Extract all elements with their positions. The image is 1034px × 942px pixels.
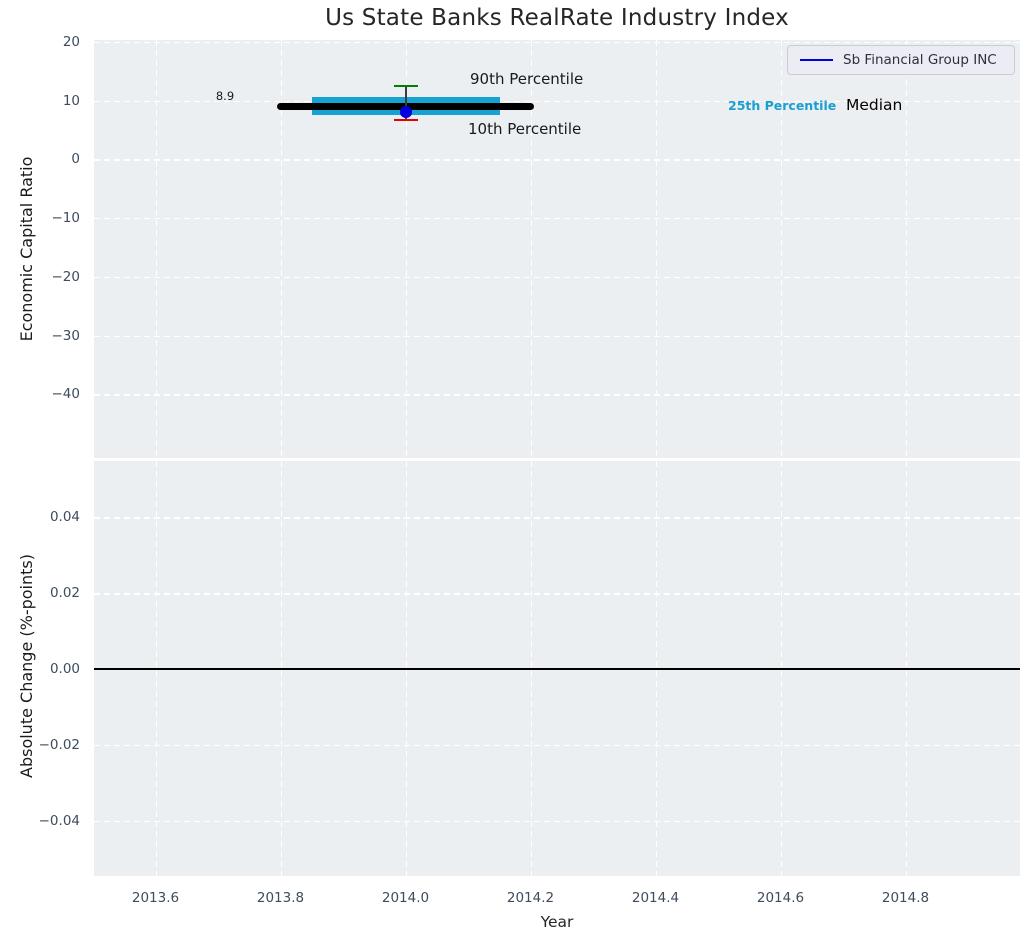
ytick-label: 10 xyxy=(62,93,80,109)
x-axis-label: Year xyxy=(540,913,574,931)
median-annotation: Median xyxy=(846,96,903,114)
gridline xyxy=(405,40,407,458)
ytick-label: 0 xyxy=(71,151,80,167)
legend-label: Sb Financial Group INC xyxy=(843,52,997,68)
gridline xyxy=(94,218,1020,220)
bottom-plot-area xyxy=(94,461,1020,876)
gridline xyxy=(94,394,1020,396)
top-y-axis-label: Economic Capital Ratio xyxy=(17,156,36,342)
xtick-label: 2014.2 xyxy=(506,890,555,906)
ytick-label: 0.00 xyxy=(49,661,80,677)
p90-annotation: 90th Percentile xyxy=(470,70,584,88)
value-annotation: 8.9 xyxy=(215,89,235,103)
chart-title: Us State Banks RealRate Industry Index xyxy=(325,5,789,31)
p25-annotation: 25th Percentile xyxy=(728,98,837,113)
ytick-label: 20 xyxy=(62,34,80,50)
ytick-label: −30 xyxy=(51,328,81,344)
top-plot-area: 8.9 90th Percentile 10th Percentile 25th… xyxy=(94,40,1020,458)
legend: Sb Financial Group INC xyxy=(787,45,1015,75)
ytick-label: −0.02 xyxy=(38,737,80,753)
xtick-label: 2014.4 xyxy=(631,890,680,906)
gridline xyxy=(905,40,907,458)
gridline xyxy=(94,100,1020,103)
gridline xyxy=(94,593,1020,595)
p90-cap xyxy=(394,84,418,88)
company-data-point xyxy=(400,106,412,118)
gridline xyxy=(94,159,1020,161)
xtick-label: 2014.8 xyxy=(881,890,930,906)
bottom-y-axis-label: Absolute Change (%-points) xyxy=(17,554,36,778)
gridline xyxy=(655,40,657,458)
xtick-label: 2013.8 xyxy=(256,890,305,906)
p10-annotation: 10th Percentile xyxy=(468,120,582,138)
ytick-label: −20 xyxy=(51,269,81,285)
gridline xyxy=(280,40,282,458)
gridline xyxy=(94,820,1020,823)
percentile-whisker-line xyxy=(405,86,407,120)
gridline xyxy=(530,40,532,458)
legend-line-swatch xyxy=(800,58,833,62)
gridline xyxy=(94,276,1020,279)
ytick-label: −40 xyxy=(51,386,81,402)
gridline xyxy=(155,40,157,458)
ytick-label: −0.04 xyxy=(38,813,80,829)
gridline xyxy=(94,335,1020,337)
xtick-label: 2013.6 xyxy=(131,890,180,906)
gridline xyxy=(94,745,1020,747)
p10-cap xyxy=(394,118,418,122)
ytick-label: 0.02 xyxy=(49,585,80,601)
zero-change-line xyxy=(94,668,1020,671)
ytick-label: −10 xyxy=(51,210,81,226)
xtick-label: 2014.6 xyxy=(756,890,805,906)
ytick-label: 0.04 xyxy=(49,509,80,525)
gridline xyxy=(780,40,782,458)
gridline xyxy=(94,42,1020,44)
gridline xyxy=(94,517,1020,519)
xtick-label: 2014.0 xyxy=(381,890,430,906)
